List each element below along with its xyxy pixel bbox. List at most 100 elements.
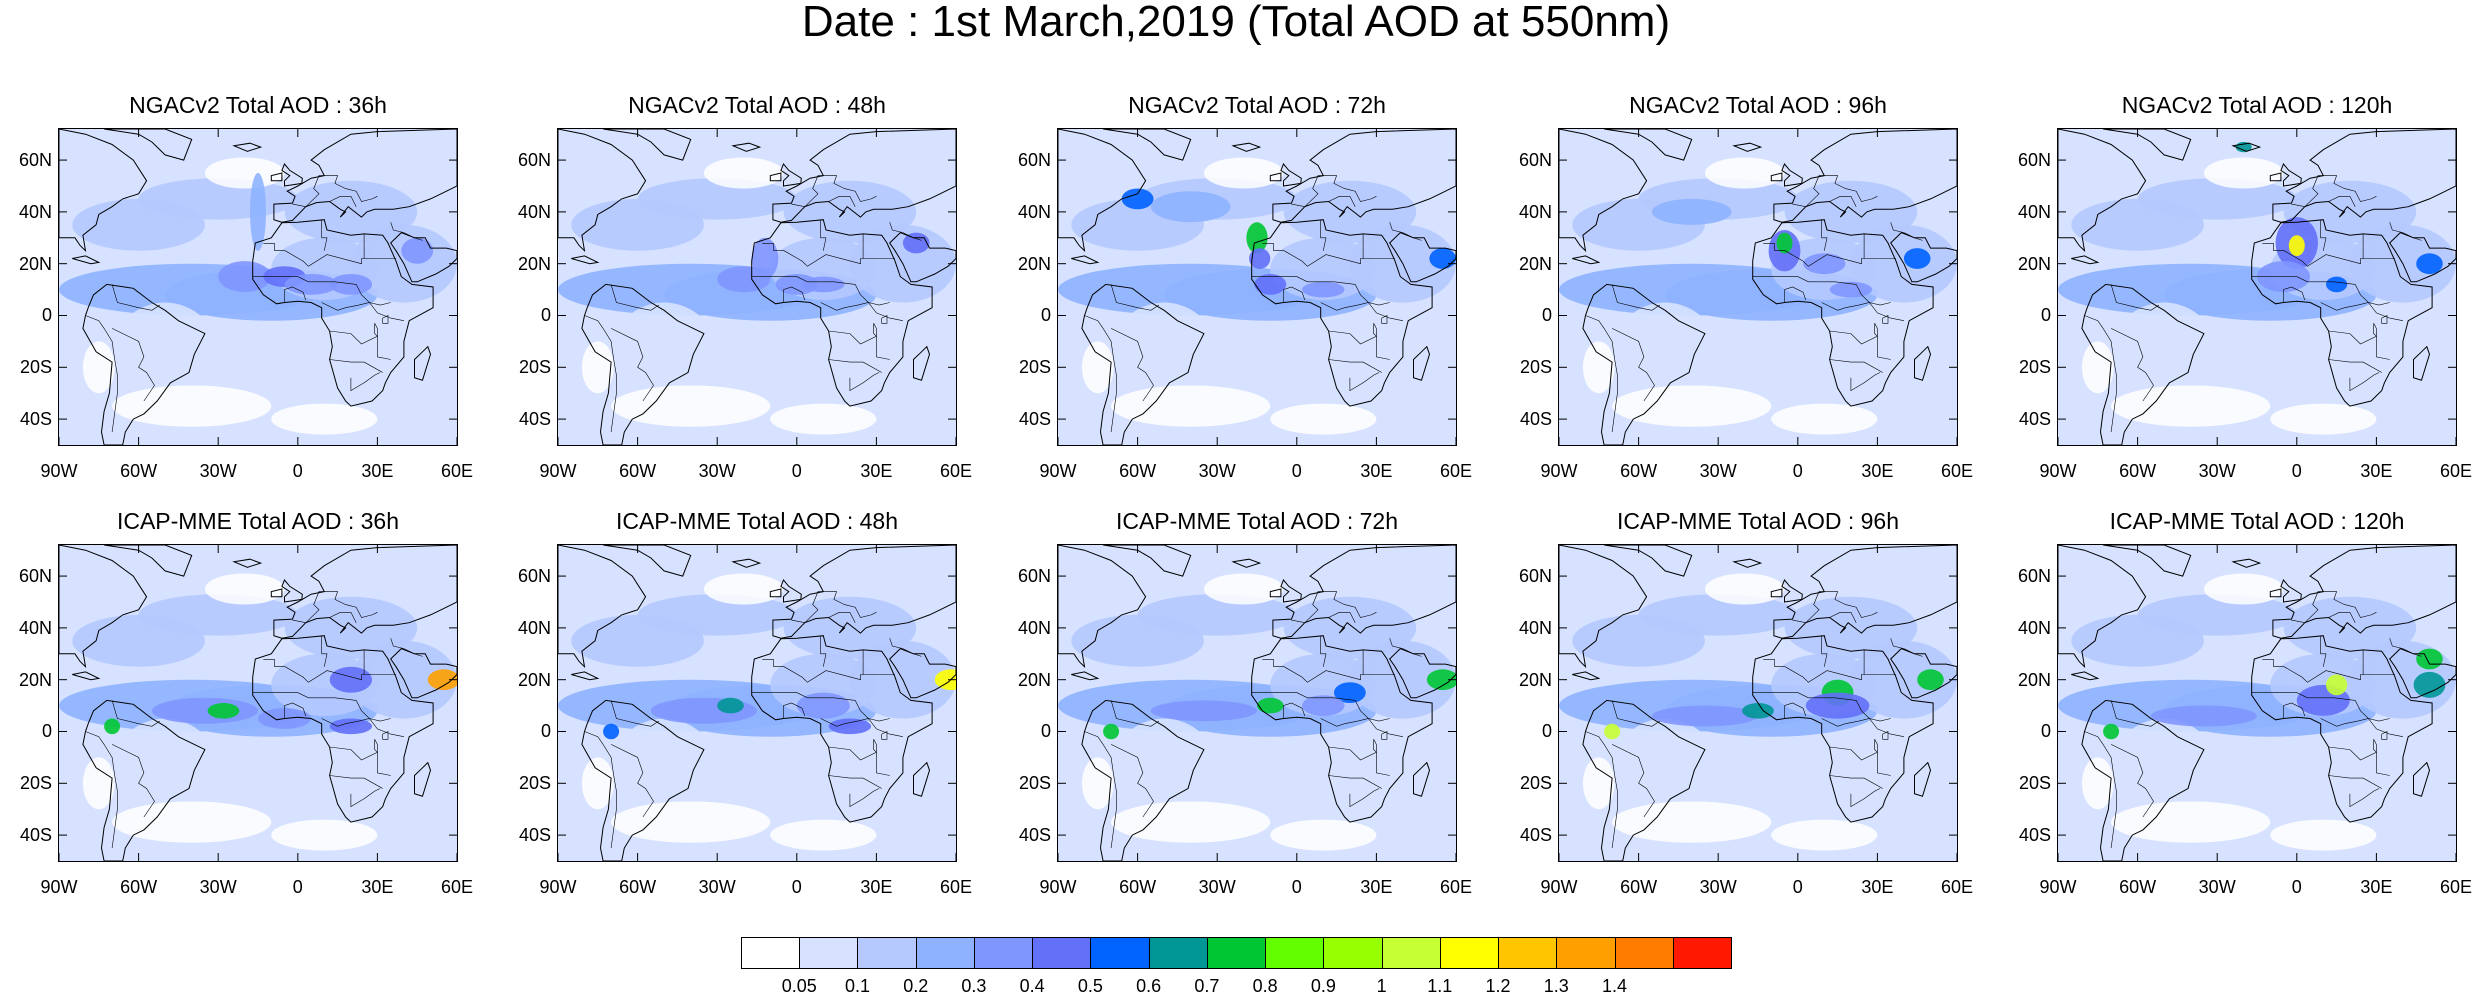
coastline-britain bbox=[281, 163, 303, 187]
aod-region bbox=[703, 573, 784, 605]
country-border bbox=[1389, 222, 1422, 241]
coastline-arabia bbox=[1890, 648, 1957, 699]
aod-region bbox=[2111, 385, 2271, 427]
coastline-northamerica bbox=[558, 545, 647, 669]
aod-region bbox=[2270, 403, 2377, 435]
aod-region bbox=[82, 341, 115, 394]
country-border bbox=[791, 175, 877, 208]
country-border bbox=[820, 219, 827, 251]
coastline-northamerica bbox=[2058, 545, 2147, 669]
map-panel: NGACv2 Total AOD : 36h 60N 40N 20N 0 20S 40S 90… bbox=[19, 92, 473, 480]
aod-region bbox=[2288, 235, 2305, 256]
aod-region bbox=[250, 173, 266, 251]
lon-label: 30E bbox=[1861, 461, 1894, 481]
country-border bbox=[751, 692, 890, 722]
coastline-europe bbox=[273, 545, 457, 639]
country-border bbox=[329, 359, 383, 373]
country-border bbox=[1829, 612, 1857, 623]
coastline-greenland bbox=[1604, 545, 1693, 577]
lake-outline bbox=[382, 731, 389, 740]
country-border bbox=[1821, 302, 1904, 321]
aod-region bbox=[2416, 648, 2443, 670]
lon-label: 60E bbox=[939, 877, 973, 897]
coastline-iceland bbox=[1231, 142, 1262, 152]
lon-label: 30E bbox=[361, 461, 394, 481]
coastline-cuba bbox=[72, 671, 101, 681]
coastline-iceland bbox=[232, 558, 263, 568]
coastline-northamerica bbox=[2058, 129, 2147, 253]
colorbar-swatch bbox=[1381, 937, 1441, 969]
lat-label: 40N bbox=[1518, 617, 1552, 638]
country-border bbox=[862, 233, 895, 259]
aod-map bbox=[1558, 544, 1958, 862]
coastline-madagascar bbox=[913, 761, 931, 797]
aod-region bbox=[1784, 596, 1918, 659]
coastline-britain bbox=[2280, 579, 2302, 603]
country-border bbox=[2084, 731, 2117, 849]
coastline-greenland bbox=[603, 129, 692, 161]
lat-label: 40S bbox=[2018, 409, 2051, 430]
coastline-iceland bbox=[1732, 142, 1763, 152]
coastline-greenland bbox=[1604, 129, 1693, 161]
aod-region bbox=[112, 801, 272, 843]
panel-title: ICAP-MME Total AOD : 96h bbox=[1616, 508, 1900, 534]
country-border bbox=[2328, 196, 2356, 207]
country-border bbox=[1328, 196, 1356, 207]
coastline-arabia bbox=[2389, 232, 2456, 283]
country-border bbox=[2320, 635, 2327, 667]
country-border bbox=[321, 635, 328, 667]
coastline-madagascar bbox=[1914, 345, 1932, 381]
country-border bbox=[849, 372, 880, 392]
country-border bbox=[2283, 286, 2306, 303]
country-border bbox=[1850, 372, 1881, 392]
aod-map bbox=[557, 544, 957, 862]
lon-label: 0 bbox=[292, 461, 303, 481]
country-border bbox=[1763, 659, 1865, 683]
lon-label: 60W bbox=[1119, 877, 1157, 897]
aod-region bbox=[775, 274, 818, 295]
country-border bbox=[1389, 638, 1422, 657]
lat-label: 0 bbox=[540, 305, 551, 326]
country-border bbox=[828, 359, 882, 373]
colorbar-label: 0.3 bbox=[961, 976, 987, 996]
aod-region bbox=[1604, 723, 1621, 740]
country-border bbox=[1792, 175, 1878, 208]
aod-region bbox=[1249, 248, 1271, 269]
country-border bbox=[1784, 702, 1807, 719]
lon-label: 0 bbox=[2291, 877, 2302, 897]
colorbar-label: 0.9 bbox=[1310, 976, 1336, 996]
country-border bbox=[111, 700, 160, 727]
country-border bbox=[828, 775, 882, 789]
country-border bbox=[889, 638, 922, 657]
coastline-britain bbox=[1781, 579, 1803, 603]
country-border bbox=[329, 196, 357, 207]
aod-region bbox=[1121, 188, 1154, 210]
colorbar-swatch bbox=[973, 937, 1034, 969]
aod-region bbox=[581, 757, 614, 810]
country-border bbox=[584, 315, 617, 433]
coastline-britain bbox=[281, 579, 303, 603]
country-border bbox=[321, 302, 404, 321]
aod-region bbox=[2203, 157, 2284, 189]
country-border bbox=[1320, 635, 1327, 667]
coastline-britain bbox=[780, 163, 802, 187]
aod-region bbox=[204, 573, 285, 605]
country-border bbox=[2084, 315, 2117, 433]
country-border bbox=[2362, 649, 2395, 675]
lon-label: 90W bbox=[2039, 461, 2077, 481]
country-border bbox=[321, 718, 404, 737]
coastline-southamerica bbox=[581, 699, 705, 861]
coastline-africa bbox=[2251, 219, 2433, 407]
country-border bbox=[2389, 222, 2422, 241]
coastline-britain bbox=[1280, 579, 1302, 603]
lat-label: 60N bbox=[517, 566, 551, 587]
country-border bbox=[1251, 276, 1390, 306]
country-border bbox=[292, 591, 378, 624]
coastline-cuba bbox=[571, 255, 600, 265]
aod-region bbox=[1283, 596, 1417, 659]
country-border bbox=[1291, 175, 1377, 208]
lon-label: 90W bbox=[1540, 461, 1578, 481]
aod-region bbox=[1803, 253, 1846, 275]
country-border bbox=[1320, 219, 1327, 251]
coastline-northamerica bbox=[59, 129, 148, 253]
